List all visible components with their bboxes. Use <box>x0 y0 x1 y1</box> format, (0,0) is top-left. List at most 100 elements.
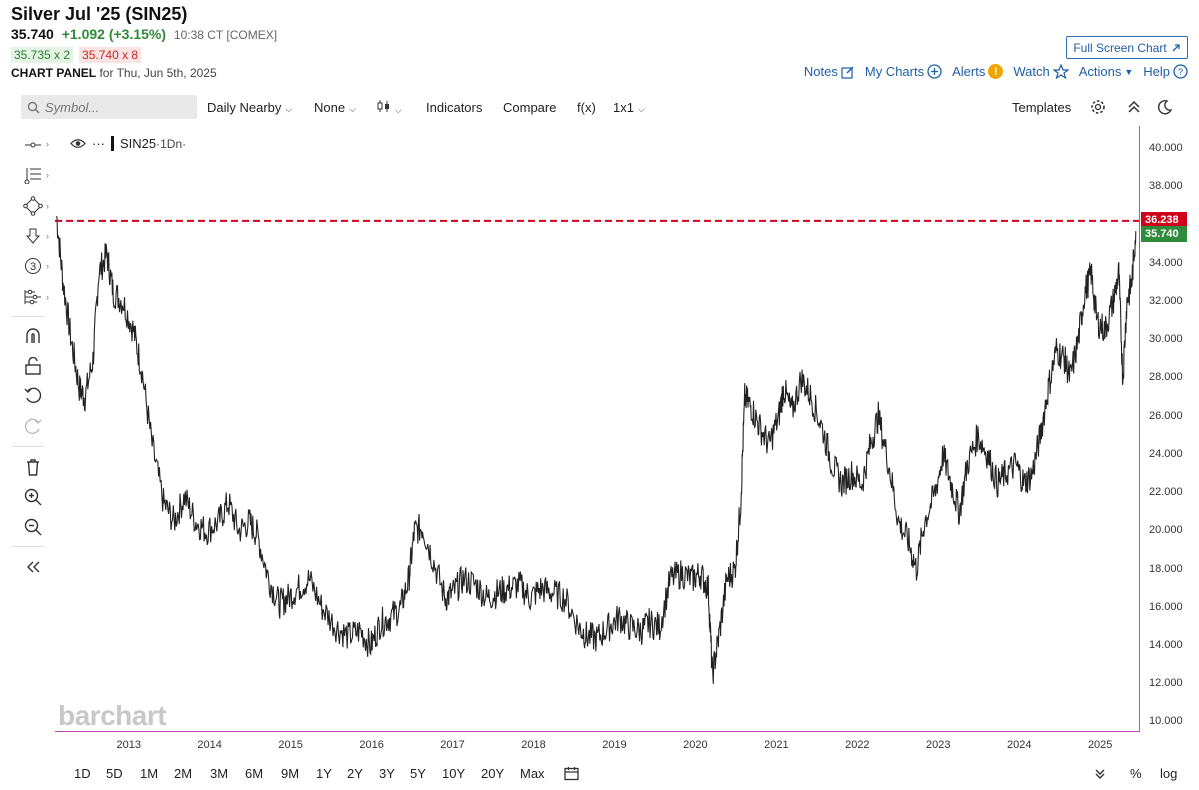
indicators-button[interactable]: Indicators <box>426 100 483 115</box>
chart-type-dropdown[interactable]: ⌵ <box>377 100 402 116</box>
layout-dropdown[interactable]: 1x1 ⌵ <box>613 100 645 115</box>
legend-color-bar <box>111 136 114 151</box>
page-title: Silver Jul '25 (SIN25) <box>11 4 188 24</box>
range-button-6m[interactable]: 6M <box>245 766 264 781</box>
trash-icon[interactable] <box>22 456 44 478</box>
collapse-up-icon[interactable] <box>1127 99 1141 118</box>
y-tick-label: 18.000 <box>1149 562 1183 575</box>
my-charts-label: My Charts <box>864 64 925 79</box>
range-button-3m[interactable]: 3M <box>210 766 229 781</box>
layout-label: 1x1 <box>613 100 634 115</box>
eye-icon[interactable] <box>70 138 86 149</box>
chevron-right-icon[interactable]: › <box>46 139 49 149</box>
x-tick-label: 2023 <box>926 739 951 751</box>
settings-gear-icon[interactable] <box>1090 99 1106 118</box>
y-tick-label: 38.000 <box>1149 180 1183 193</box>
chevron-down-icon: ⌵ <box>285 104 293 114</box>
chevron-right-icon[interactable]: › <box>46 201 49 211</box>
chevron-down-icon: ⌵ <box>637 104 645 114</box>
x-tick-label: 2017 <box>440 739 465 751</box>
undo-icon[interactable] <box>22 385 44 407</box>
range-button-1d[interactable]: 1D <box>74 766 91 781</box>
measure-tool-icon[interactable] <box>22 286 44 308</box>
overlay-label: None <box>314 100 346 115</box>
sidebar-divider <box>12 316 44 317</box>
zoom-in-icon[interactable] <box>22 486 44 508</box>
templates-button[interactable]: Templates <box>1012 100 1072 115</box>
collapse-sidebar-icon[interactable] <box>22 556 44 578</box>
help-link[interactable]: Help ? <box>1143 64 1188 79</box>
chevron-right-icon[interactable]: › <box>46 261 49 271</box>
magnet-icon[interactable] <box>22 325 44 347</box>
function-button[interactable]: f(x) <box>577 100 596 115</box>
price-chart[interactable] <box>55 126 1139 732</box>
range-button-max[interactable]: Max <box>520 766 545 781</box>
bid-ask: 35.735 x 2 35.740 x 8 <box>11 47 142 63</box>
y-tick-label: 32.000 <box>1149 294 1183 307</box>
chevron-down-double-icon[interactable] <box>1094 768 1106 783</box>
range-button-9m[interactable]: 9M <box>281 766 300 781</box>
x-tick-label: 2018 <box>521 739 546 751</box>
notes-link[interactable]: Notes <box>804 64 855 79</box>
dark-mode-moon-icon[interactable] <box>1157 99 1173 118</box>
legend-menu-dots[interactable]: ··· <box>92 136 105 151</box>
range-selector-bar: % log 1D 5D 1M 2M 3M 6M 9M 1Y 2Y 3Y 5Y 10Y 20Y Max <box>0 760 1199 788</box>
range-button-2y[interactable]: 2Y <box>347 766 363 781</box>
help-icon: ? <box>1173 64 1188 79</box>
pencil-icon <box>841 65 854 79</box>
search-icon <box>27 101 40 114</box>
notes-label: Notes <box>803 64 838 79</box>
fibonacci-tool-icon[interactable] <box>22 164 44 186</box>
sidebar-divider <box>12 446 44 447</box>
range-button-10y[interactable]: 10Y <box>442 766 466 781</box>
line-tool-icon[interactable] <box>22 134 44 156</box>
expand-arrow-icon <box>1172 43 1180 51</box>
percent-scale-toggle[interactable]: % <box>1130 766 1142 781</box>
range-button-20y[interactable]: 20Y <box>481 766 505 781</box>
candlestick-icon <box>377 100 389 112</box>
log-scale-toggle[interactable]: log <box>1160 766 1178 781</box>
period-label: Daily Nearby <box>207 100 282 115</box>
help-label: Help <box>1143 64 1170 79</box>
x-tick-label: 2015 <box>278 739 303 751</box>
y-tick-label: 20.000 <box>1149 524 1183 537</box>
chevron-down-icon: ⌵ <box>349 104 356 114</box>
y-tick-label: 14.000 <box>1149 638 1183 651</box>
period-dropdown[interactable]: Daily Nearby ⌵ <box>207 100 292 115</box>
symbol-search[interactable] <box>21 95 197 119</box>
y-tick-label: 26.000 <box>1149 409 1183 422</box>
range-button-1m[interactable]: 1M <box>140 766 159 781</box>
top-links: Notes My Charts Alerts ! Watch Actions ▼… <box>804 64 1188 79</box>
full-screen-chart-button[interactable]: Full Screen Chart <box>1066 36 1188 59</box>
range-button-1y[interactable]: 1Y <box>316 766 332 781</box>
symbol-search-input[interactable] <box>45 99 185 115</box>
range-button-2m[interactable]: 2M <box>174 766 193 781</box>
watch-link[interactable]: Watch <box>1013 64 1069 79</box>
chevron-right-icon[interactable]: › <box>46 170 49 180</box>
chevron-right-icon[interactable]: › <box>46 231 49 241</box>
shape-tool-icon[interactable] <box>22 195 44 217</box>
range-button-5y[interactable]: 5Y <box>410 766 426 781</box>
svg-text:?: ? <box>1178 67 1183 77</box>
chevron-right-icon[interactable]: › <box>46 292 49 302</box>
alert-badge-icon: ! <box>988 64 1004 79</box>
panel-label-text: CHART PANEL <box>11 66 97 80</box>
compare-button[interactable]: Compare <box>503 100 557 115</box>
alerts-link[interactable]: Alerts ! <box>952 64 1004 79</box>
my-charts-link[interactable]: My Charts <box>865 64 942 79</box>
redo-icon[interactable] <box>22 416 44 438</box>
range-button-3y[interactable]: 3Y <box>379 766 395 781</box>
unlock-icon[interactable] <box>22 355 44 377</box>
number-marker-icon[interactable]: 3 <box>22 255 44 277</box>
arrow-down-tool-icon[interactable] <box>22 225 44 247</box>
zoom-out-icon[interactable] <box>22 516 44 538</box>
actions-menu[interactable]: Actions ▼ <box>1079 64 1134 79</box>
x-tick-label: 2022 <box>845 739 870 751</box>
legend-interval: ·1Dn· <box>156 137 187 151</box>
calendar-icon[interactable] <box>564 766 579 784</box>
range-button-5d[interactable]: 5D <box>106 766 123 781</box>
overlay-dropdown[interactable]: None ⌵ <box>314 100 356 115</box>
chevron-down-icon: ⌵ <box>395 105 402 115</box>
y-tick-label: 40.000 <box>1149 141 1183 154</box>
x-tick-label: 2020 <box>683 739 708 751</box>
